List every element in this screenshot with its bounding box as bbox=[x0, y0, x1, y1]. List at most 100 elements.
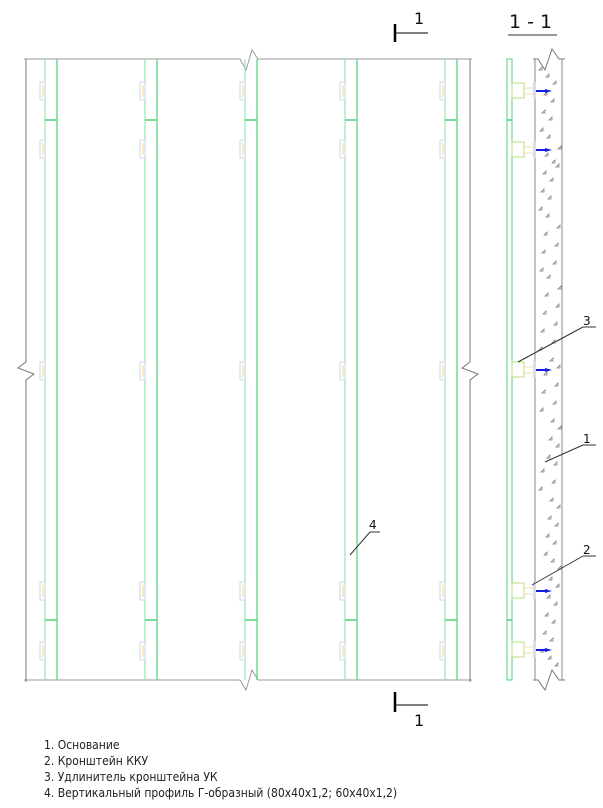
concrete-hatch bbox=[545, 533, 550, 538]
concrete-hatch bbox=[538, 206, 543, 211]
legend-item: 2. Кронштейн ККУ bbox=[44, 754, 149, 768]
concrete-hatch bbox=[541, 109, 546, 114]
concrete-hatch bbox=[557, 285, 562, 290]
legend-item: 4. Вертикальный профиль Г-образный (80x4… bbox=[44, 786, 398, 800]
concrete-hatch bbox=[554, 522, 559, 527]
callout-2: 2 bbox=[531, 543, 596, 586]
concrete-hatch bbox=[543, 371, 548, 376]
concrete-hatch bbox=[548, 436, 553, 441]
concrete-hatch bbox=[553, 601, 558, 606]
anchor-head-icon bbox=[545, 589, 552, 593]
concrete-hatch bbox=[547, 195, 552, 200]
concrete-hatch bbox=[552, 260, 557, 265]
anchor-head-icon bbox=[545, 89, 552, 93]
front-view bbox=[16, 48, 480, 692]
callout-4-label: 4 bbox=[369, 518, 377, 532]
concrete-hatch bbox=[551, 479, 556, 484]
concrete-hatch bbox=[554, 662, 559, 667]
wall-bottom-break bbox=[533, 668, 565, 692]
concrete-hatch bbox=[550, 558, 555, 563]
concrete-hatch bbox=[549, 497, 554, 502]
concrete-hatch bbox=[546, 134, 551, 139]
concrete-hatch bbox=[546, 274, 551, 279]
concrete-hatch bbox=[540, 328, 545, 333]
bracket bbox=[511, 82, 525, 99]
bracket bbox=[511, 641, 525, 658]
concrete-hatch bbox=[554, 382, 559, 387]
concrete-hatch bbox=[556, 364, 561, 369]
concrete-hatch bbox=[546, 454, 551, 459]
section-mark-top-label: 1 bbox=[414, 9, 424, 28]
concrete-hatch bbox=[556, 224, 561, 229]
section-profile bbox=[506, 58, 513, 681]
concrete-hatch bbox=[552, 400, 557, 405]
anchor-head-icon bbox=[545, 148, 552, 152]
concrete-hatch bbox=[543, 91, 548, 96]
concrete-hatch bbox=[538, 486, 543, 491]
concrete-hatch bbox=[551, 619, 556, 624]
concrete-hatch bbox=[541, 389, 546, 394]
concrete-hatch bbox=[555, 583, 560, 588]
concrete-hatch bbox=[557, 425, 562, 430]
concrete-hatch bbox=[549, 357, 554, 362]
concrete-hatch bbox=[540, 468, 545, 473]
concrete-hatch bbox=[540, 188, 545, 193]
right-edge bbox=[460, 59, 480, 682]
concrete-hatch bbox=[557, 145, 562, 150]
section-mark-bottom: 1 bbox=[393, 692, 428, 730]
bracket bbox=[511, 361, 525, 378]
concrete-hatch bbox=[545, 213, 550, 218]
bracket bbox=[511, 141, 525, 158]
concrete-hatch bbox=[546, 594, 551, 599]
concrete-hatch bbox=[552, 80, 557, 85]
concrete-hatch bbox=[545, 73, 550, 78]
concrete-hatch bbox=[550, 98, 555, 103]
concrete-hatch bbox=[544, 612, 549, 617]
callout-2-label: 2 bbox=[583, 543, 591, 557]
concrete-hatch bbox=[555, 303, 560, 308]
concrete-hatch bbox=[543, 231, 548, 236]
concrete-hatch bbox=[543, 551, 548, 556]
callout-3-label: 3 bbox=[583, 314, 591, 328]
anchor-head-icon bbox=[545, 648, 552, 652]
bracket-plate bbox=[533, 141, 536, 158]
callout-1: 1 bbox=[544, 432, 596, 463]
concrete-hatch bbox=[555, 163, 560, 168]
concrete-hatch bbox=[542, 630, 547, 635]
concrete-hatch bbox=[548, 116, 553, 121]
concrete-hatch bbox=[541, 249, 546, 254]
concrete-hatch bbox=[542, 170, 547, 175]
concrete-hatch bbox=[544, 152, 549, 157]
concrete-hatch bbox=[542, 310, 547, 315]
callout-4: 4 bbox=[349, 518, 380, 556]
section-view bbox=[506, 47, 565, 692]
legend-item: 3. Удлинитель кронштейна УК bbox=[44, 770, 218, 784]
anchor-head-icon bbox=[545, 368, 552, 372]
concrete-hatch bbox=[539, 407, 544, 412]
section-title: 1 - 1 bbox=[509, 11, 552, 33]
section-mark-bottom-label: 1 bbox=[414, 711, 424, 730]
concrete-hatch bbox=[544, 292, 549, 297]
concrete-hatch bbox=[550, 418, 555, 423]
bracket-plate bbox=[533, 641, 536, 658]
concrete-hatch bbox=[553, 321, 558, 326]
concrete-hatch bbox=[553, 461, 558, 466]
concrete-hatch bbox=[539, 127, 544, 132]
concrete-hatch bbox=[539, 267, 544, 272]
callout-1-label: 1 bbox=[583, 432, 591, 446]
concrete-hatch bbox=[551, 159, 556, 164]
legend-item: 1. Основание bbox=[44, 738, 120, 752]
concrete-hatch bbox=[547, 515, 552, 520]
concrete-hatch bbox=[552, 540, 557, 545]
concrete-hatch bbox=[554, 242, 559, 247]
bracket-plate bbox=[533, 361, 536, 378]
bracket bbox=[511, 582, 525, 599]
left-edge bbox=[16, 59, 36, 682]
bracket-plate bbox=[533, 582, 536, 599]
bottom-edge bbox=[24, 668, 472, 692]
concrete-hatch bbox=[549, 177, 554, 182]
section-mark-top: 1 bbox=[393, 9, 428, 42]
legend: 1. Основание 2. Кронштейн ККУ 3. Удлинит… bbox=[44, 737, 397, 801]
callout-3: 3 bbox=[517, 314, 596, 363]
